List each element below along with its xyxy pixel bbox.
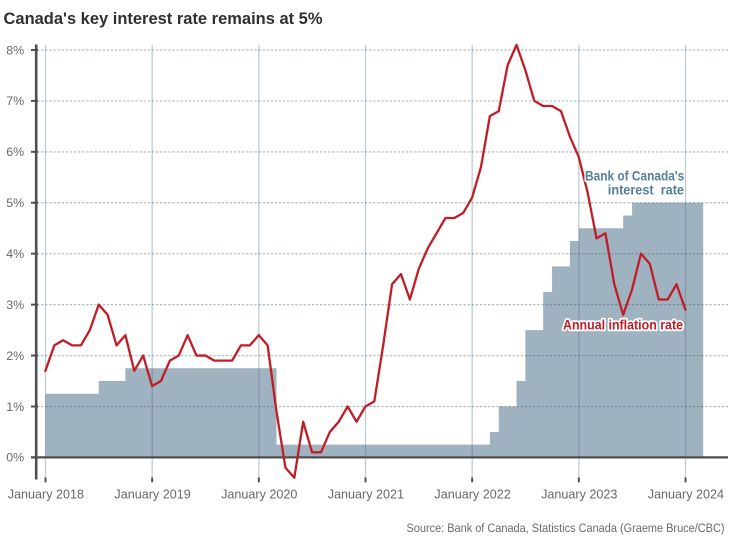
svg-text:January 2022: January 2022 bbox=[434, 488, 510, 502]
svg-text:Source: Bank of Canada, Statis: Source: Bank of Canada, Statistics Canad… bbox=[407, 521, 725, 535]
svg-text:5%: 5% bbox=[6, 196, 24, 210]
svg-text:Bank of Canada's: Bank of Canada's bbox=[585, 169, 684, 184]
svg-text:2%: 2% bbox=[6, 349, 24, 363]
svg-text:8%: 8% bbox=[6, 43, 24, 57]
svg-text:Canada's key interest rate rem: Canada's key interest rate remains at 5% bbox=[4, 9, 323, 28]
svg-text:January 2018: January 2018 bbox=[8, 488, 84, 502]
svg-text:1%: 1% bbox=[6, 400, 24, 414]
svg-text:4%: 4% bbox=[6, 247, 24, 261]
svg-text:3%: 3% bbox=[6, 298, 24, 312]
svg-text:January 2019: January 2019 bbox=[114, 488, 190, 502]
svg-text:Annual inflation rate: Annual inflation rate bbox=[563, 318, 683, 333]
svg-text:January 2023: January 2023 bbox=[541, 488, 617, 502]
svg-text:January 2020: January 2020 bbox=[221, 488, 297, 502]
svg-text:interest rate: interest rate bbox=[608, 183, 685, 198]
svg-text:January 2024: January 2024 bbox=[648, 488, 724, 502]
svg-text:6%: 6% bbox=[6, 145, 24, 159]
svg-text:0%: 0% bbox=[6, 451, 24, 465]
svg-text:January 2021: January 2021 bbox=[328, 488, 404, 502]
svg-text:7%: 7% bbox=[6, 94, 24, 108]
